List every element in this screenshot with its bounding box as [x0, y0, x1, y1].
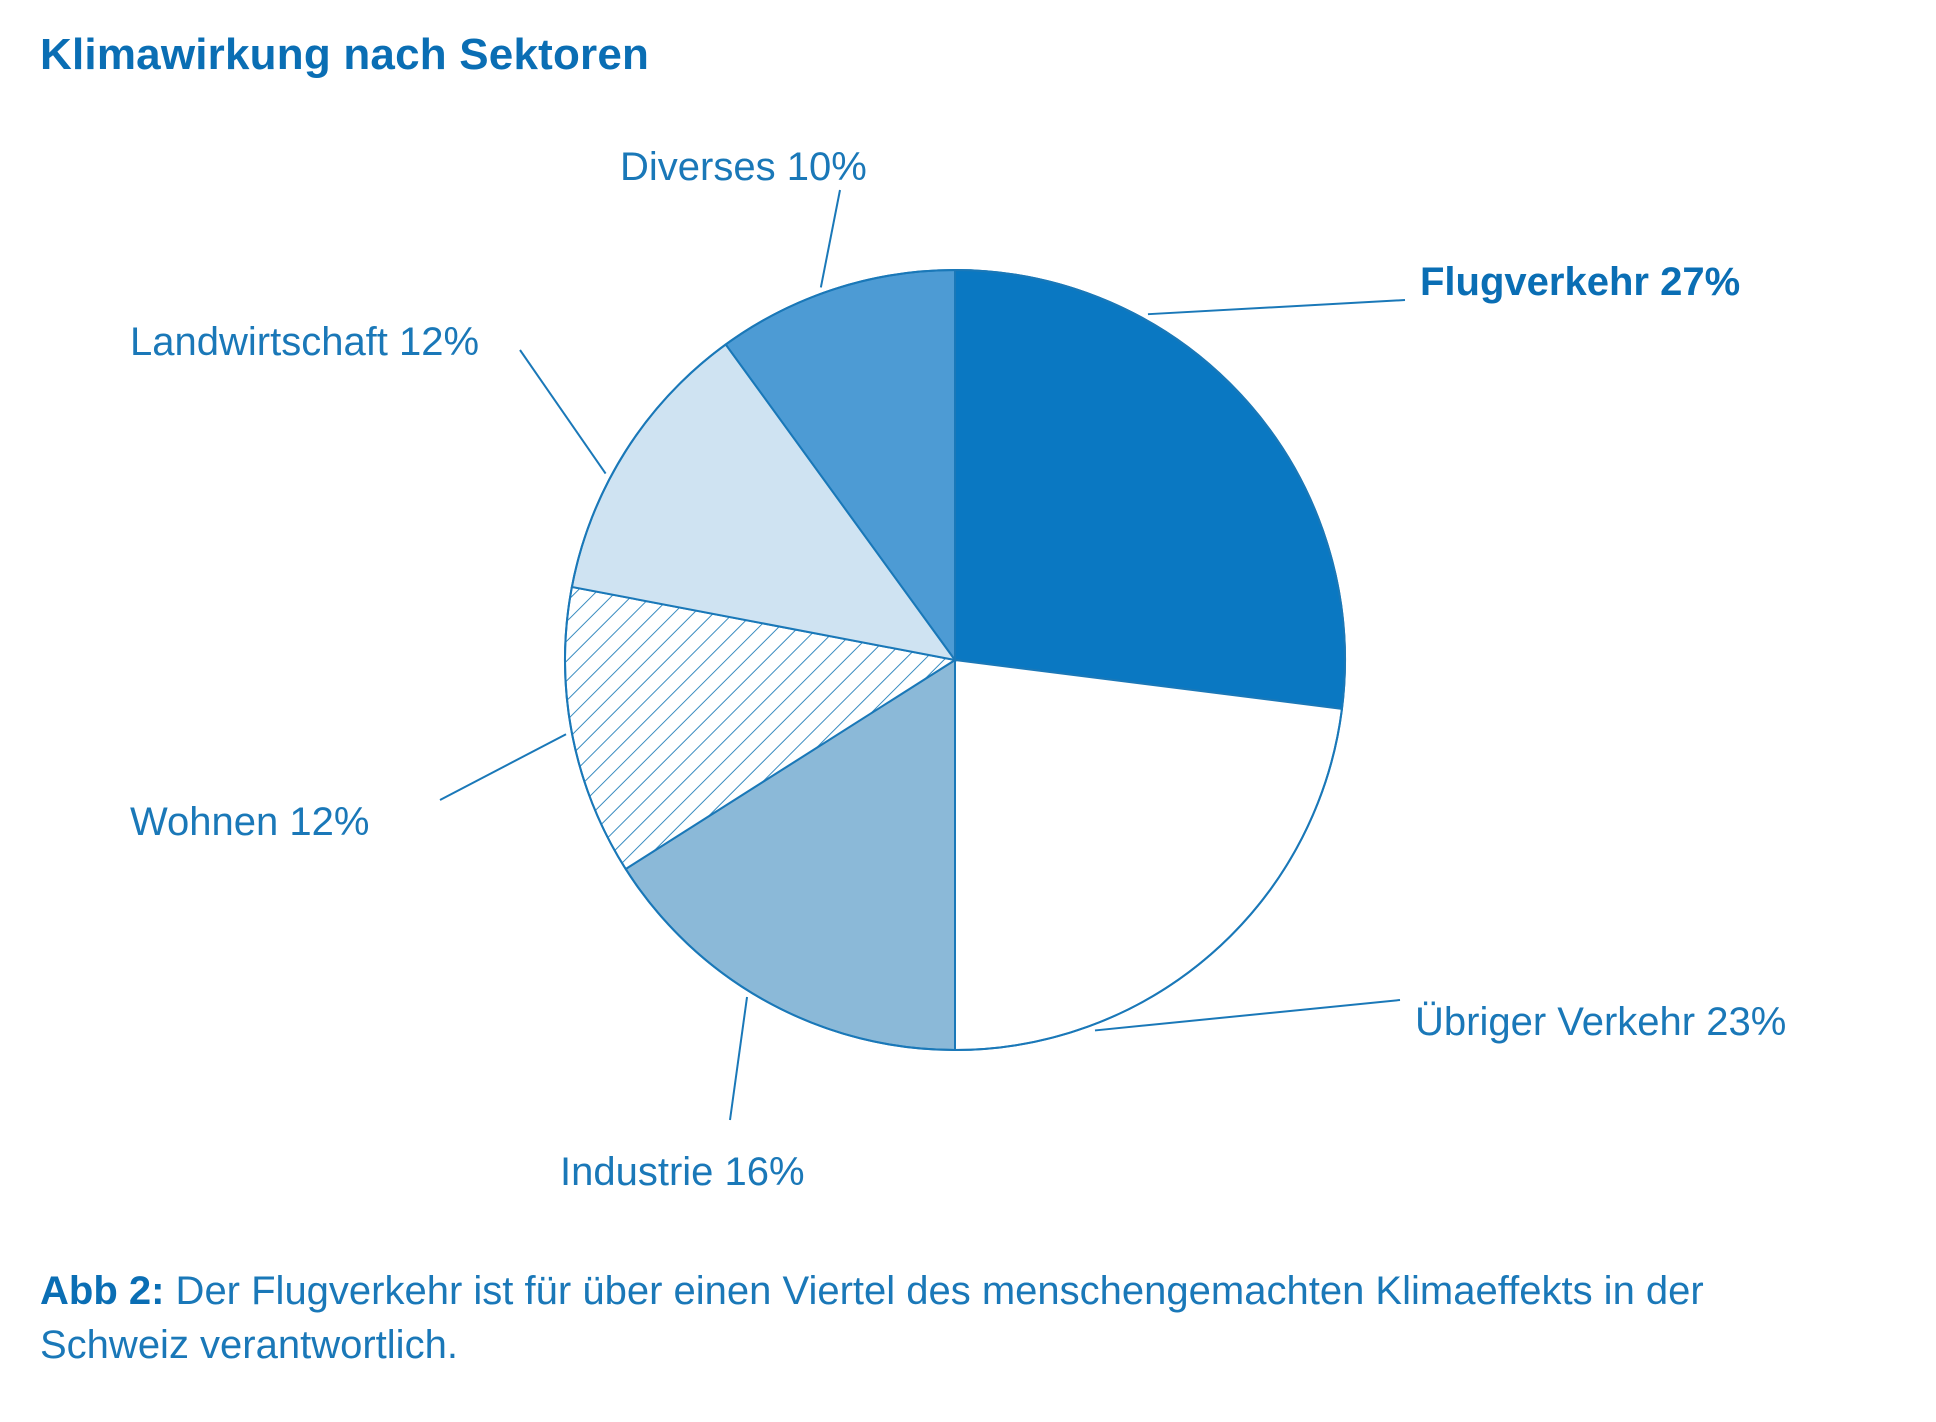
- pie-slice-flugverkehr: [955, 270, 1345, 709]
- slice-label-uebriger-verkehr: Übriger Verkehr 23%: [1415, 1000, 1786, 1045]
- figure-caption-lead: Abb 2:: [40, 1269, 164, 1313]
- slice-label-wohnen: Wohnen 12%: [130, 800, 369, 845]
- slice-label-flugverkehr: Flugverkehr 27%: [1420, 260, 1740, 305]
- chart-title: Klimawirkung nach Sektoren: [40, 30, 649, 80]
- slice-label-landwirtschaft: Landwirtschaft 12%: [130, 320, 479, 365]
- chart-stage: Klimawirkung nach Sektoren Flugverkehr 2…: [0, 0, 1936, 1422]
- pie-slice-uebriger_verkehr: [955, 660, 1342, 1050]
- slice-label-industrie: Industrie 16%: [560, 1150, 805, 1195]
- slice-label-diverses: Diverses 10%: [620, 145, 867, 190]
- figure-caption: Abb 2: Der Flugverkehr ist für über eine…: [40, 1264, 1740, 1372]
- figure-caption-rest: Der Flugverkehr ist für über einen Viert…: [40, 1269, 1704, 1367]
- pie-chart: [563, 268, 1347, 1052]
- leader-line-wohnen: [440, 734, 566, 800]
